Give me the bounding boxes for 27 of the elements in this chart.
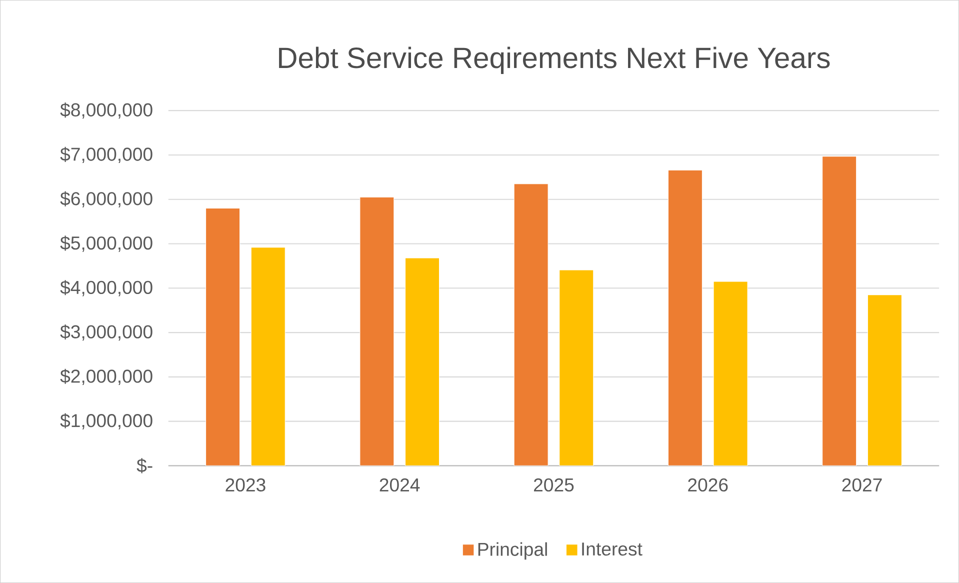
bar xyxy=(668,170,702,466)
y-tick-label: $8,000,000 xyxy=(60,102,152,119)
y-tick-label: $2,000,000 xyxy=(60,368,152,385)
y-tick-label: $4,000,000 xyxy=(60,280,152,296)
x-tick-label: 2024 xyxy=(380,478,420,492)
legend-label: Interest xyxy=(582,542,642,556)
bar xyxy=(559,270,594,466)
chart-title: Debt Service Reqirements Next Five Years xyxy=(279,46,830,74)
y-tick-label: $3,000,000 xyxy=(60,324,152,341)
y-tick-label: $5,000,000 xyxy=(60,236,152,252)
y-tick-label: $6,000,000 xyxy=(60,191,152,208)
x-tick-label: 2027 xyxy=(842,478,882,492)
bar xyxy=(822,156,857,466)
bar xyxy=(360,196,394,466)
bar xyxy=(514,184,548,466)
y-tick-label: $- xyxy=(136,458,152,474)
legend-label: Principal xyxy=(478,542,547,560)
bar xyxy=(206,208,240,466)
x-tick-label: 2023 xyxy=(226,478,266,492)
bar xyxy=(250,247,286,466)
y-tick-label: $1,000,000 xyxy=(60,413,152,430)
bar xyxy=(713,281,748,466)
bar xyxy=(867,294,902,466)
bar xyxy=(405,258,440,466)
y-tick-label: $7,000,000 xyxy=(60,146,152,164)
x-tick-label: 2025 xyxy=(534,478,574,492)
x-tick-label: 2026 xyxy=(688,478,728,492)
